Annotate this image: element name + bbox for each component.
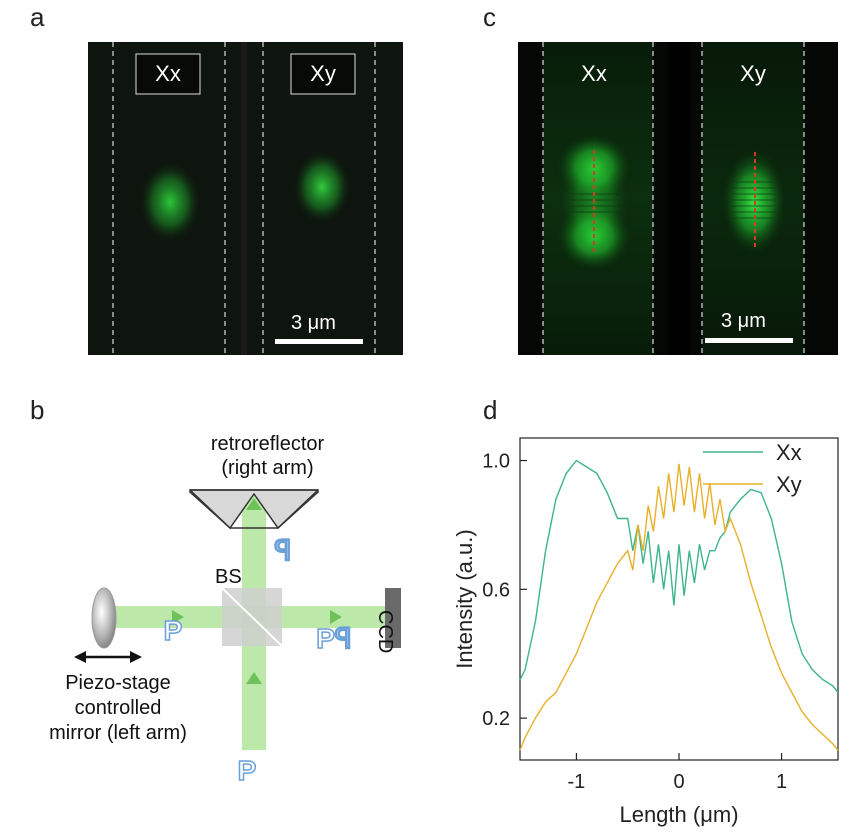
polarization-p-mid: Pꟼ [315,623,352,654]
scale-text-a: 3 μm [291,312,336,334]
polarization-p-left: P [163,615,183,646]
legend-label-xy: Xy [776,472,802,497]
panel-letter-c: c [483,2,496,32]
polarization-p-bottom: P [237,755,257,786]
piezo-label-1: Piezo-stage [65,672,171,694]
y-tick-label: 0.2 [482,708,510,730]
y-tick-label: 0.6 [482,579,510,601]
series-line-xx [519,459,839,693]
piezo-label-3: mirror (left arm) [49,722,187,744]
panel-letter-a: a [30,2,45,32]
series-line-xy [519,463,839,751]
panel-c-image: Xx Xy 3 μm [518,42,838,355]
intensity-chart: -1 0 1 0.2 0.6 1.0 Length (μm) Intensity (a.u.)… [452,437,839,827]
label-xy-c: Xy [740,61,766,86]
label-xy-a: Xy [310,61,336,86]
polarization-p-top: ꟼ [274,535,292,566]
x-axis-label: Length (μm) [619,802,738,827]
scale-bar-c [705,338,793,343]
bs-label: BS [215,566,242,588]
panel-a-graphic [88,42,403,355]
label-xx-a: Xx [155,61,181,86]
piezo-mirror [91,587,117,649]
retroreflector-label-1: retroreflector [210,433,325,455]
panel-b-diagram [74,489,401,750]
legend-label-xx: Xx [776,440,802,465]
x-tick-label: 0 [673,771,684,793]
x-tick-label: -1 [568,771,586,793]
y-tick-label: 1.0 [482,451,510,473]
piezo-label-2: controlled [74,697,162,719]
green-spot-xx [138,160,202,244]
ccd-label: CCD [374,610,396,654]
x-tick-label: 1 [776,771,787,793]
label-xx-c: Xx [581,61,607,86]
scale-bar-a [275,339,363,344]
ccd-detector [385,588,401,648]
scale-text-c: 3 μm [721,310,766,332]
panel-c-graphic [518,42,838,355]
y-axis-label: Intensity (a.u.) [452,529,477,668]
retroreflector-label-2: (right arm) [221,457,314,479]
green-spot-xy [292,149,352,225]
panel-letter-b: b [30,395,45,425]
panel-letter-d: d [483,395,498,425]
panel-a-image: Xx Xy 3 μm [88,42,403,355]
